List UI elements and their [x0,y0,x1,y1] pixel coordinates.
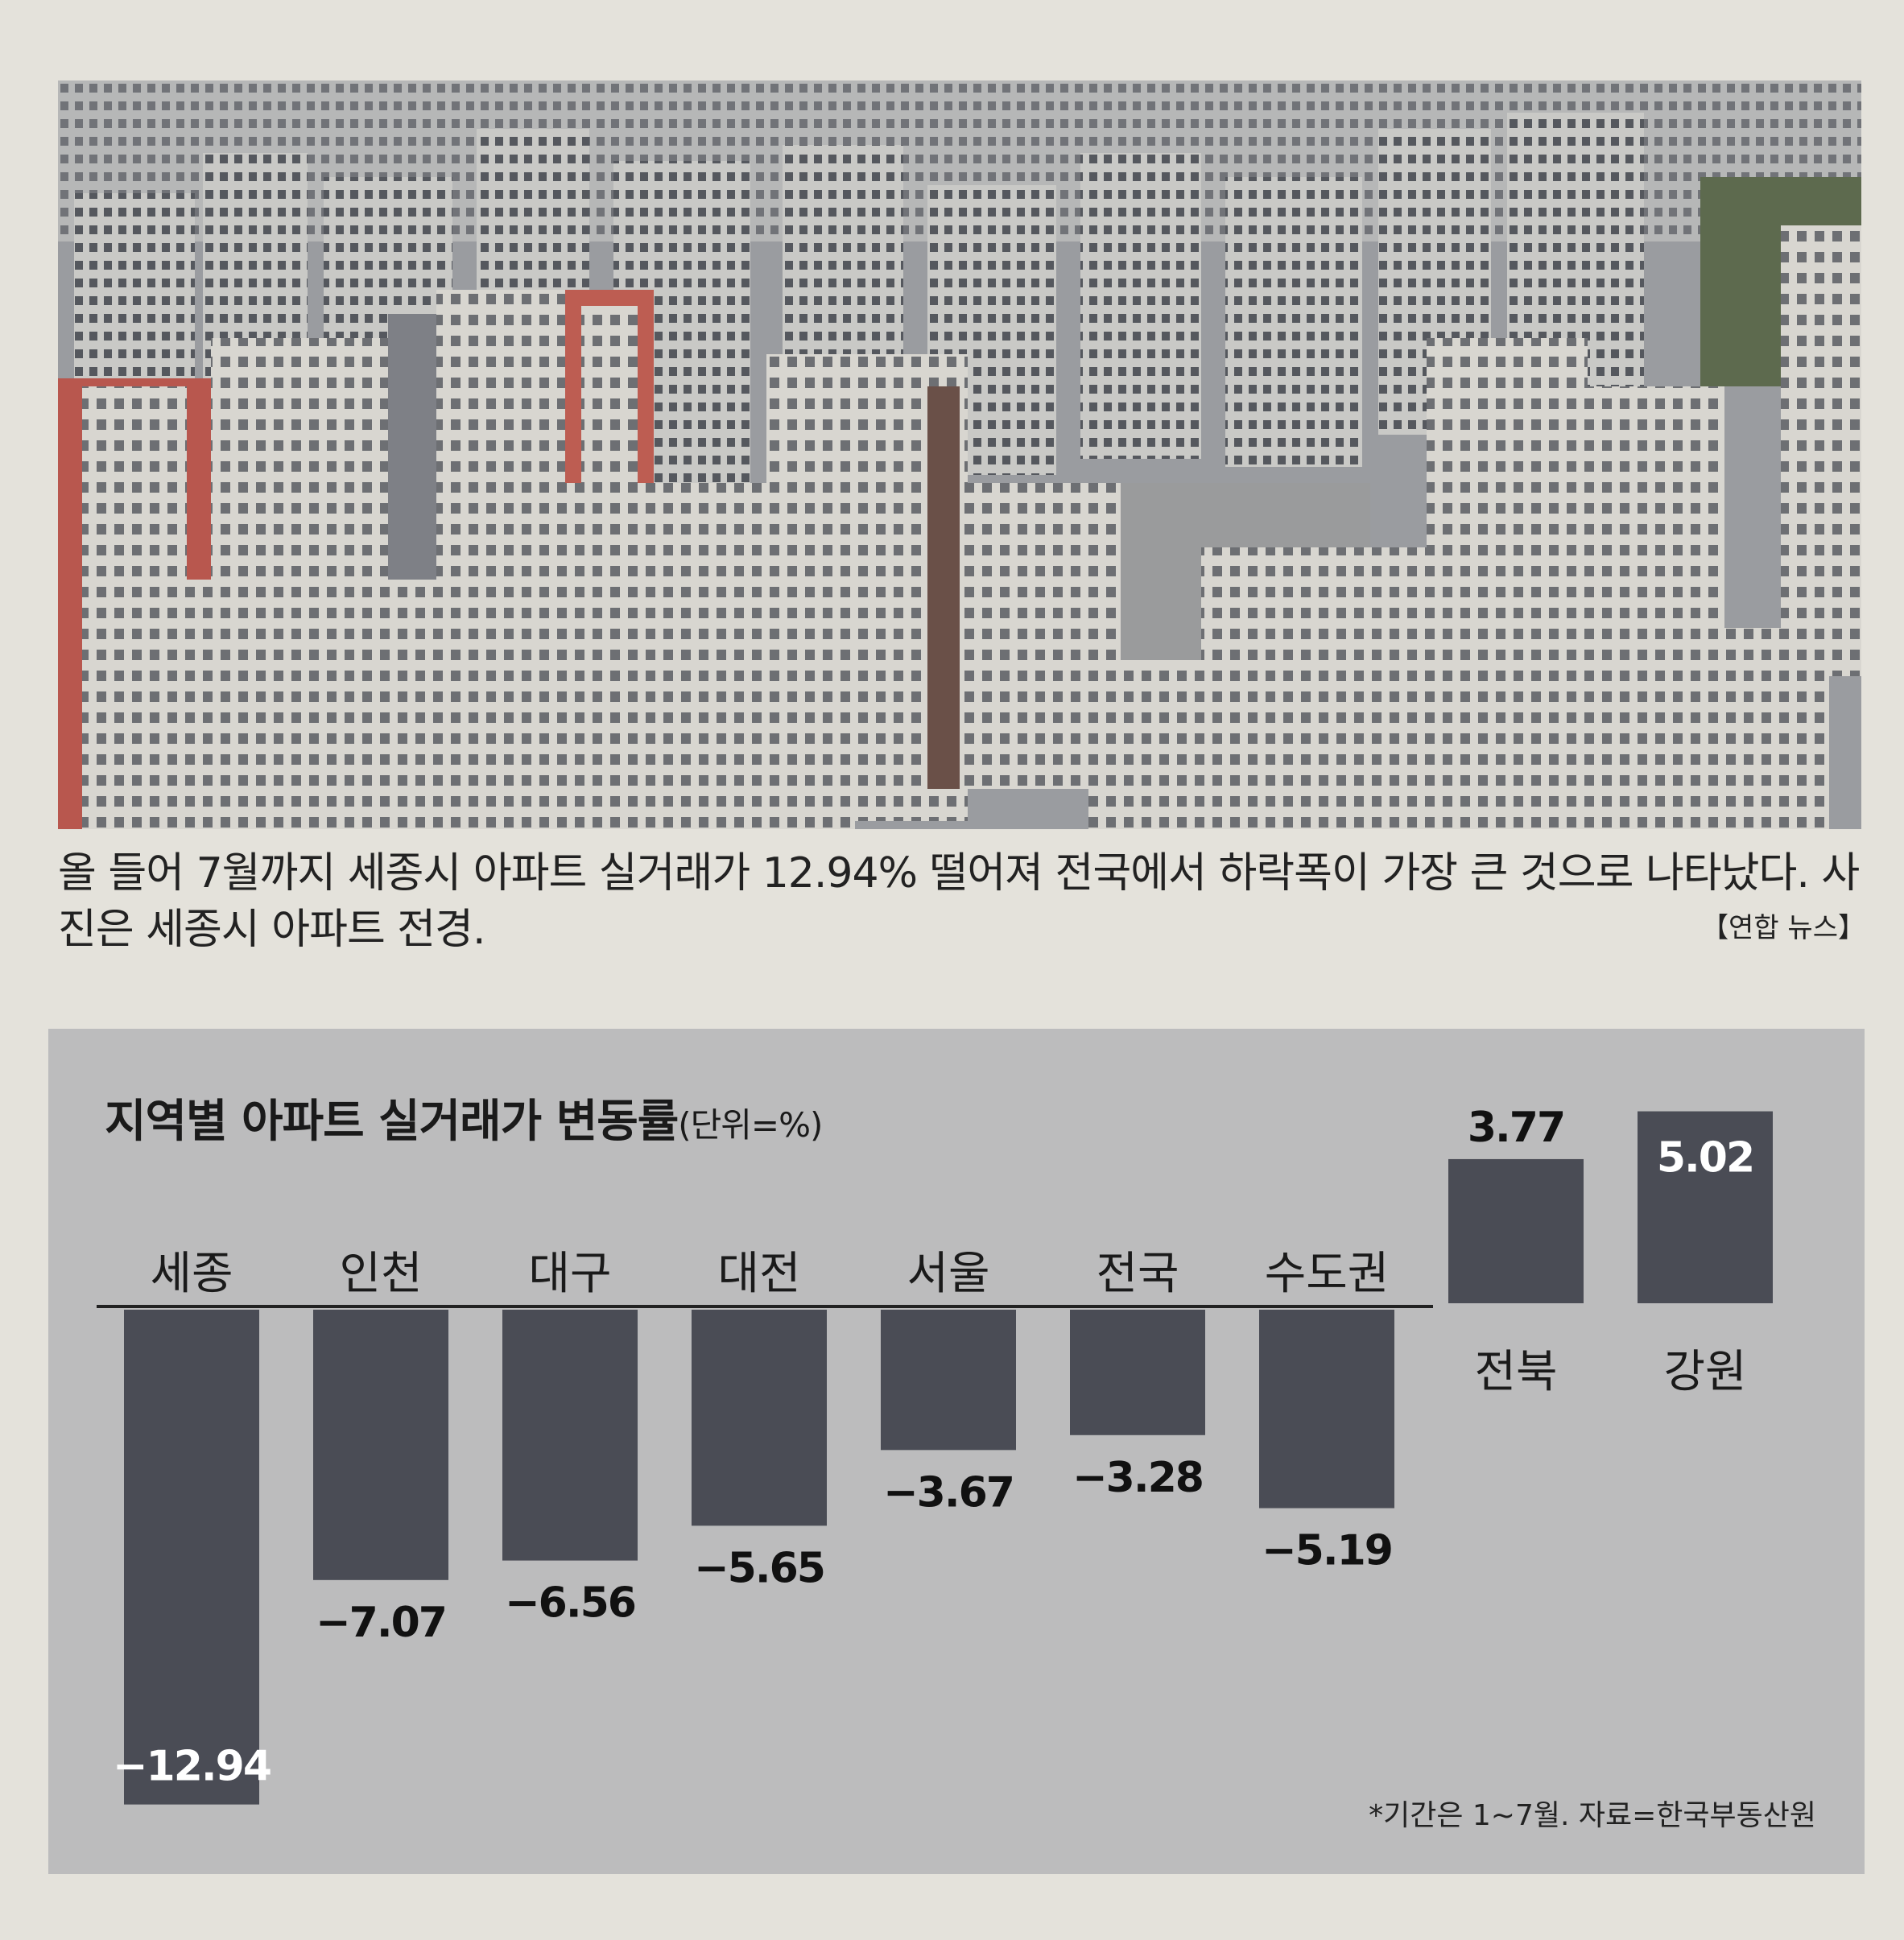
apartment-photo-illustration [58,80,1861,829]
bar-인천 [313,1310,448,1580]
value-label: −3.28 [1072,1454,1203,1502]
chart-source-note: *기간은 1~7월. 자료=한국부동산원 [1369,1799,1816,1832]
photo-credit: 【연합 뉴스】 [1701,912,1865,944]
bar-전국 [1070,1310,1205,1435]
value-label: 5.02 [1657,1134,1753,1183]
category-label: 전국 [1096,1248,1179,1300]
photo-caption: 올 들어 7월까지 세종시 아파트 실거래가 12.94% 떨어져 전국에서 하… [58,849,1860,954]
bar-chart-panel: 세종 −12.94 인천 −7.07 대구 −6.56 대전 −5.65 서울 −3.67 전국 −3… [48,1029,1865,1874]
bar-chart: 세종 −12.94 인천 −7.07 대구 −6.56 대전 −5.65 서울 −3.67 전국 −3… [97,1104,1773,1805]
value-label: −5.65 [694,1544,824,1592]
bar-대구 [502,1310,638,1561]
bar-강원 [1638,1111,1773,1303]
bar-서울 [881,1310,1016,1451]
value-label: −6.56 [505,1579,635,1628]
category-label: 서울 [907,1248,989,1300]
category-label: 수도권 [1265,1248,1390,1300]
value-label: 3.77 [1468,1104,1564,1152]
chart-unit: (단위=%) [678,1105,823,1145]
category-label: 인천 [339,1248,422,1300]
category-label: 세종 [150,1248,233,1300]
bar-세종 [124,1310,259,1805]
category-label: 대구 [528,1248,611,1300]
category-label: 강원 [1663,1346,1746,1398]
value-label: −12.94 [113,1743,271,1791]
bar-전북 [1448,1158,1584,1303]
chart-title-text: 지역별 아파트 실거래가 변동률 [105,1096,679,1148]
value-label: −5.19 [1262,1527,1392,1575]
apartment-photo [58,80,1861,829]
category-label: 전북 [1474,1346,1557,1398]
value-label: −7.07 [316,1599,446,1647]
category-label: 대전 [717,1248,800,1300]
value-label: −3.67 [883,1468,1014,1517]
bar-대전 [692,1310,827,1526]
chart-title: 지역별 아파트 실거래가 변동률(단위=%) [105,1085,823,1150]
bar-수도권 [1259,1310,1394,1509]
